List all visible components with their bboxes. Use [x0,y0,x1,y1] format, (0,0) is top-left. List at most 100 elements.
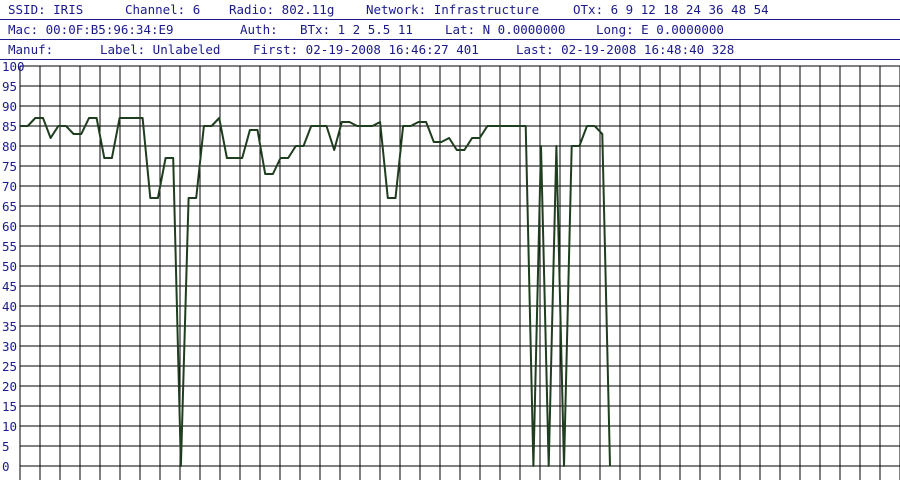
y-tick-label: 65 [2,199,17,214]
signal-point [287,157,290,159]
y-axis-tick-labels: 1009590858075706560555045403530252015105… [2,60,25,474]
signal-point [272,173,274,175]
signal-point [471,137,473,139]
signal-point [333,149,336,151]
y-tick-label: 45 [2,279,17,294]
signal-strength-chart: 1009590858075706560555045403530252015105… [2,60,900,480]
signal-point [88,117,90,119]
signal-point [19,125,21,127]
signal-point [126,117,129,119]
y-tick-label: 95 [2,79,17,94]
signal-point [448,137,450,139]
signal-point [72,133,75,135]
signal-point [195,197,197,199]
signal-point [210,125,213,127]
signal-point [456,149,458,151]
signal-line [20,117,611,467]
signal-point [157,197,159,199]
y-tick-label: 30 [2,339,17,354]
signal-point [379,121,381,123]
signal-point [433,141,435,143]
signal-point [341,121,343,123]
signal-point [356,125,358,127]
signal-point [501,125,504,127]
signal-point [318,125,320,127]
signal-point [264,173,267,175]
y-tick-label: 100 [2,60,25,74]
y-tick-label: 70 [2,179,17,194]
signal-point [601,133,604,135]
first-seen-text: First: 02-19-2008 16:46:27 401 [253,42,479,57]
signal-point [563,465,565,467]
signal-point [555,145,558,147]
signal-point [586,125,588,127]
signal-series [19,117,611,467]
signal-point [203,125,205,127]
signal-point [593,125,596,127]
info-row-1: SSID: IRIS Channel: 6 Radio: 802.11g Net… [0,0,900,20]
y-tick-label: 5 [2,439,10,454]
y-tick-label: 25 [2,359,17,374]
radio-text: Radio: 802.11g [229,2,335,17]
signal-point [65,125,67,127]
signal-point [387,197,389,199]
chart-grid [19,65,900,480]
network-text: Network: Infrastructure [366,2,540,17]
y-tick-label: 10 [2,419,17,434]
channel-text: Channel: 6 [125,2,201,17]
long-text: Long: E 0.0000000 [596,22,724,37]
signal-point [80,133,83,135]
signal-point [226,157,228,159]
signal-point [325,125,328,127]
signal-point [218,117,220,119]
signal-point [478,137,481,139]
info-row-3: Manuf: Label: Unlabeled First: 02-19-200… [0,40,900,60]
signal-point [172,157,174,159]
signal-point [295,145,297,147]
label-text: Label: Unlabeled [100,42,221,57]
y-tick-label: 0 [2,459,10,474]
signal-point [509,125,512,127]
signal-point [34,117,37,119]
ssid-text: SSID: IRIS [8,2,84,17]
y-tick-label: 75 [2,159,17,174]
y-tick-label: 55 [2,239,17,254]
signal-point [187,197,190,199]
signal-point [149,197,152,199]
y-tick-label: 40 [2,299,17,314]
signal-point [540,145,542,147]
btx-text: BTx: 1 2 5.5 11 [300,22,413,37]
signal-point [609,465,611,467]
signal-point [578,145,581,147]
signal-point [95,117,98,119]
y-tick-label: 35 [2,319,17,334]
lat-text: Lat: N 0.0000000 [445,22,566,37]
signal-point [180,465,182,467]
signal-point [134,117,136,119]
y-tick-label: 60 [2,219,17,234]
signal-point [233,157,236,159]
signal-point [103,157,106,159]
signal-point [249,129,251,131]
signal-point [570,145,573,147]
y-tick-label: 85 [2,119,17,134]
signal-point [371,125,374,127]
signal-point [49,137,52,139]
last-seen-text: Last: 02-19-2008 16:48:40 328 [516,42,735,57]
auth-text: Auth: [240,22,278,37]
signal-point [394,197,397,199]
signal-point [524,125,527,127]
signal-point [302,145,305,147]
signal-point [425,121,427,123]
manuf-text: Manuf: [8,42,54,57]
signal-point [486,125,489,127]
y-tick-label: 20 [2,379,17,394]
y-tick-label: 15 [2,399,17,414]
otx-text: OTx: 6 9 12 18 24 36 48 54 [573,2,769,17]
signal-point [417,121,420,123]
mac-text: Mac: 00:0F:B5:96:34:E9 [8,22,174,37]
signal-point [402,125,404,127]
signal-point [141,117,144,119]
y-tick-label: 90 [2,99,17,114]
signal-point [279,157,282,159]
